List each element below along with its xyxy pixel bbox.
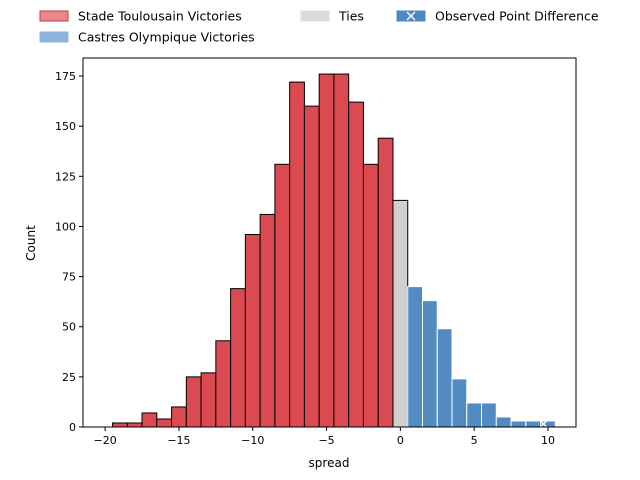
bar-stade-toulousain-victories — [215, 340, 232, 428]
bar-stade-toulousain-victories — [362, 163, 379, 428]
bar-stade-toulousain-victories — [230, 288, 246, 428]
x-tick-label: −10 — [241, 434, 264, 447]
bar-stade-toulousain-victories — [333, 73, 350, 428]
bars-layer — [112, 73, 556, 428]
y-tick-label: 0 — [69, 421, 76, 434]
bar-castres-olympique-victories — [525, 420, 542, 428]
bar-stade-toulousain-victories — [348, 101, 364, 428]
bar-stade-toulousain-victories — [171, 406, 187, 428]
y-tick-label: 50 — [62, 321, 76, 334]
bar-castres-olympique-victories — [451, 378, 468, 428]
x-tick-label: 5 — [471, 434, 478, 447]
bar-stade-toulousain-victories — [318, 73, 335, 428]
bar-castres-olympique-victories — [436, 328, 453, 428]
bar-stade-toulousain-victories — [185, 376, 202, 428]
legend-label-observed-point-difference: Observed Point Difference — [435, 9, 599, 24]
bar-castres-olympique-victories — [510, 420, 527, 428]
plot-frame — [82, 57, 577, 428]
bar-castres-olympique-victories — [407, 286, 423, 428]
observed-point-marker — [540, 420, 547, 428]
y-tick-label: 175 — [55, 70, 76, 83]
bar-stade-toulousain-victories — [244, 233, 261, 428]
legend-swatch-ties — [300, 10, 330, 22]
y-axis-label: Count — [24, 225, 38, 261]
x-axis-label: spread — [309, 456, 350, 470]
bar-castres-olympique-victories — [481, 402, 497, 428]
y-tick-label: 75 — [62, 271, 76, 284]
legend-swatch-castres-olympique-victories — [39, 31, 69, 43]
bar-stade-toulousain-victories — [303, 105, 320, 428]
y-tick-label: 125 — [55, 170, 76, 183]
bar-ties — [392, 199, 409, 428]
bar-stade-toulousain-victories — [274, 163, 291, 428]
x-tick-label: −20 — [94, 434, 117, 447]
bar-stade-toulousain-victories — [126, 422, 143, 428]
bar-castres-olympique-victories — [466, 402, 483, 428]
bar-stade-toulousain-victories — [156, 418, 173, 428]
legend-swatch-stade-toulousain-victories — [39, 10, 69, 22]
x-tick-label: 10 — [541, 434, 555, 447]
legend-x-marker-icon — [406, 11, 416, 21]
x-axis: −20 −15 −10 −5 0 5 10 — [94, 427, 555, 447]
bar-stade-toulousain-victories — [141, 412, 158, 428]
bar-stade-toulousain-victories — [289, 81, 305, 428]
legend-label-stade-toulousain-victories: Stade Toulousain Victories — [78, 9, 242, 24]
legend: Stade Toulousain Victories Castres Olympi… — [39, 9, 599, 45]
y-tick-label: 100 — [55, 220, 76, 233]
y-axis: 0 25 50 75 100 125 150 175 — [55, 70, 83, 434]
bar-stade-toulousain-victories — [112, 422, 128, 428]
x-tick-label: 0 — [397, 434, 404, 447]
x-tick-label: −5 — [318, 434, 334, 447]
legend-label-castres-olympique-victories: Castres Olympique Victories — [78, 30, 255, 45]
y-tick-label: 150 — [55, 120, 76, 133]
bar-stade-toulousain-victories — [200, 372, 217, 428]
x-tick-label: −15 — [167, 434, 190, 447]
bar-stade-toulousain-victories — [377, 137, 394, 428]
y-tick-label: 25 — [62, 371, 76, 384]
bar-castres-olympique-victories — [421, 300, 438, 428]
bar-castres-olympique-victories — [495, 416, 512, 428]
observed-marker-layer — [540, 420, 547, 428]
bar-stade-toulousain-victories — [259, 213, 276, 428]
legend-label-ties: Ties — [338, 9, 364, 24]
